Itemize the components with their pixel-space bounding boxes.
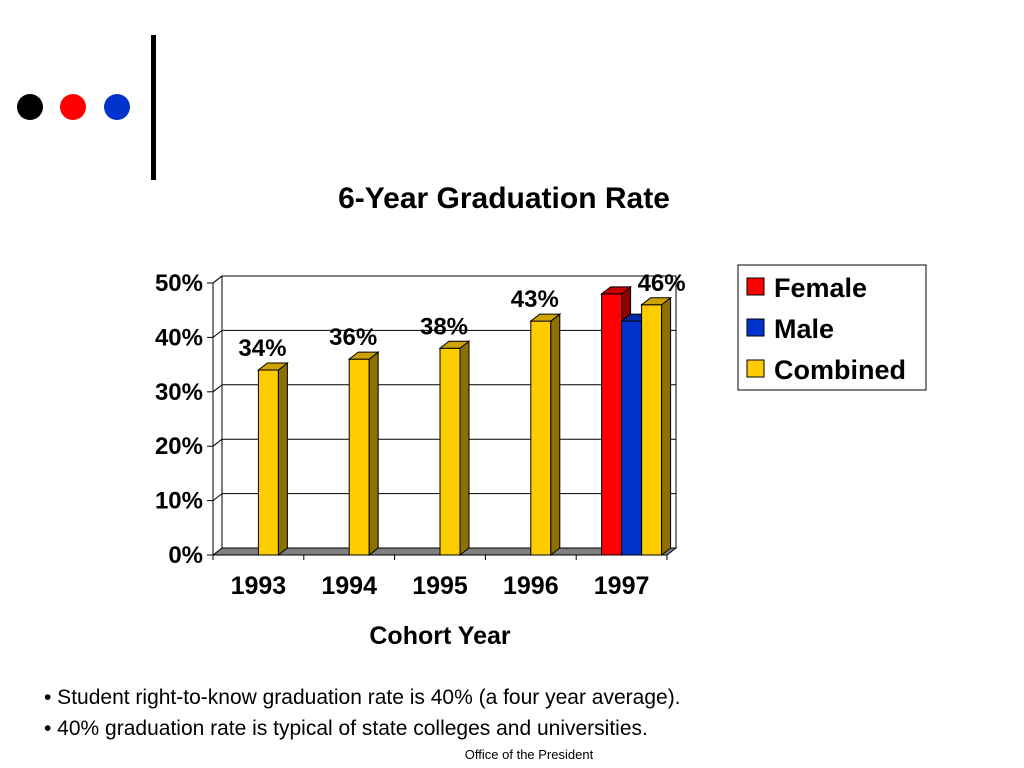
- data-label: 34%: [238, 335, 286, 362]
- gridline-side: [212, 438, 223, 447]
- data-label: 43%: [511, 286, 559, 313]
- bar-top: [600, 286, 633, 295]
- x-tick-label: 1996: [503, 572, 559, 600]
- bar-top: [347, 351, 380, 360]
- bar-side: [368, 351, 379, 557]
- bar-female: [601, 293, 623, 556]
- legend-swatch-female: [746, 277, 765, 296]
- chart-title: 6-Year Graduation Rate: [338, 182, 670, 215]
- x-tick-label: 1993: [231, 572, 287, 600]
- legend-swatch-combined: [746, 359, 765, 378]
- y-tick-label: 50%: [155, 270, 203, 297]
- y-tick-label: 20%: [155, 433, 203, 460]
- legend-label-combined: Combined: [774, 355, 906, 385]
- legend-label-male: Male: [774, 314, 834, 344]
- gridline-side: [212, 493, 223, 501]
- bar-combined: [530, 320, 552, 556]
- bar-top: [256, 362, 289, 371]
- bar-combined: [439, 347, 461, 556]
- bar-side: [661, 296, 672, 557]
- legend-box: [737, 264, 927, 391]
- bullet-item: • Student right-to-know graduation rate …: [44, 686, 681, 709]
- data-label: 46%: [638, 270, 686, 297]
- x-tick-label: 1994: [321, 572, 377, 600]
- bar-male: [621, 320, 643, 556]
- y-tick-label: 0%: [168, 542, 203, 569]
- x-axis-title: Cohort Year: [369, 622, 511, 650]
- legend-swatch-male: [746, 318, 765, 337]
- bar-top: [438, 340, 471, 349]
- vertical-divider: [151, 35, 156, 180]
- bar-combined: [641, 304, 663, 556]
- black-dot-icon: [17, 94, 43, 120]
- bar-side: [550, 313, 561, 557]
- y-axis-top: [212, 275, 223, 284]
- y-tick-label: 10%: [155, 488, 203, 515]
- x-tick-label: 1995: [412, 572, 468, 600]
- gridline-side: [212, 330, 223, 338]
- y-tick-label: 40%: [155, 324, 203, 351]
- bullet-item: • 40% graduation rate is typical of stat…: [44, 717, 648, 740]
- bar-combined: [257, 369, 279, 556]
- bar-combined: [348, 358, 370, 556]
- bar-side: [277, 362, 288, 557]
- data-label: 36%: [329, 324, 377, 351]
- footer: Office of the President: [464, 747, 594, 762]
- x-tick-label: 1997: [594, 572, 650, 600]
- red-dot-icon: [60, 94, 86, 120]
- y-tick-label: 30%: [155, 379, 203, 406]
- bullet-list: • Student right-to-know graduation rate …: [44, 682, 681, 744]
- data-label: 38%: [420, 313, 468, 340]
- gridline-side: [212, 384, 223, 393]
- bar-top: [529, 313, 562, 322]
- legend: Female Male Combined: [737, 264, 927, 391]
- blue-dot-icon: [104, 94, 130, 120]
- legend-label-female: Female: [774, 273, 867, 303]
- bar-side: [459, 340, 470, 557]
- bar-top: [640, 297, 673, 306]
